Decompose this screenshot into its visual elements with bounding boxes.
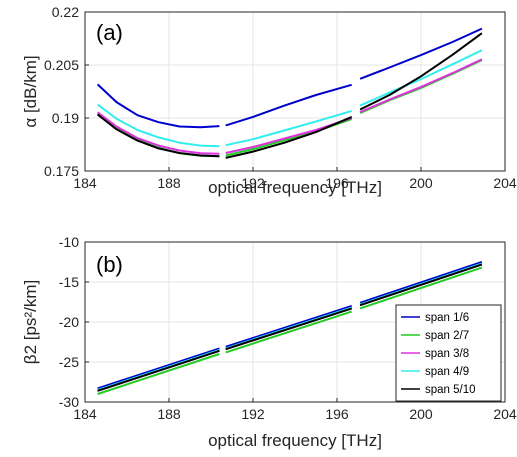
legend-entry: span 5/10 — [425, 384, 476, 396]
legend-entry: span 1/6 — [425, 312, 469, 324]
series-line-segment — [359, 266, 483, 310]
axes-box — [84, 241, 506, 403]
x-tick-label: 196 — [325, 175, 349, 191]
x-tick-label: 204 — [493, 175, 517, 191]
y-tick-label: -20 — [59, 314, 79, 330]
series-line-segment — [225, 310, 353, 354]
y-tick-label: 0.19 — [52, 110, 79, 126]
series-span-2-7 — [97, 266, 483, 395]
series-line-segment — [225, 109, 352, 147]
x-tick-label: 184 — [73, 175, 97, 191]
y-tick-label: -30 — [59, 394, 79, 410]
series-span-1-6 — [97, 261, 483, 390]
y-tick-label: -15 — [59, 274, 79, 290]
x-axis-label: optical frequency [THz] — [208, 431, 382, 450]
x-tick-label: 192 — [241, 406, 265, 422]
x-tick-label: 200 — [409, 406, 433, 422]
x-tick-label: 204 — [493, 406, 517, 422]
legend-entry: span 4/9 — [425, 366, 469, 378]
series-line-segment — [359, 263, 483, 307]
series-line-segment — [359, 32, 483, 111]
series-line-segment — [225, 307, 353, 351]
x-tick-label: 184 — [73, 406, 97, 422]
series-span-5-10 — [96, 32, 483, 159]
series-line-segment — [225, 305, 353, 348]
plot-area — [85, 12, 505, 171]
y-tick-label: 0.205 — [44, 57, 79, 73]
series-line-segment — [359, 27, 483, 80]
legend-entry: span 3/8 — [425, 348, 469, 360]
series-line-segment — [359, 49, 483, 107]
legend-entry: span 2/7 — [425, 330, 469, 342]
series-line-segment — [97, 353, 220, 395]
x-tick-label: 188 — [157, 175, 181, 191]
series-span-5-10 — [97, 263, 483, 392]
panel-b: 184 188 192 196 200 204 -10 -15 -20 -25 -30 (b) opti… — [21, 234, 517, 450]
y-tick-label: -10 — [59, 234, 79, 250]
series-line-segment — [96, 113, 220, 158]
y-tick-label: -25 — [59, 354, 79, 370]
x-tick-label: 188 — [157, 406, 181, 422]
series-span-4-9 — [97, 49, 483, 148]
series-span-1-6 — [96, 27, 483, 129]
series-line-segment — [359, 58, 483, 113]
x-tick-label: 192 — [241, 175, 265, 191]
series-line-segment — [97, 103, 220, 148]
series-line-segment — [225, 115, 353, 159]
y-tick-label: 0.22 — [52, 4, 79, 20]
panel-a: 184 188 192 196 200 204 0.175 0.19 0.205 0.22 (a) o… — [21, 4, 517, 197]
series-line-segment — [359, 261, 483, 304]
series-line-segment — [97, 347, 220, 390]
x-axis-label: optical frequency [THz] — [208, 178, 382, 197]
x-tick-label: 200 — [409, 175, 433, 191]
series-line-segment — [96, 111, 220, 155]
axes-box — [84, 11, 506, 172]
series-line-segment — [225, 83, 352, 127]
panel-label: (a) — [96, 20, 123, 45]
series-line-segment — [96, 83, 220, 129]
y-tick-label: 0.175 — [44, 163, 79, 179]
y-axis-label: α [dB/km] — [21, 55, 40, 127]
panel-label: (b) — [96, 252, 123, 277]
x-tick-label: 196 — [325, 406, 349, 422]
legend: span 1/6 span 2/7 span 3/8 span 4/9 span 5/1… — [395, 304, 502, 402]
series-line-segment — [97, 349, 220, 392]
y-axis-label: β2 [ps²/km] — [21, 280, 40, 364]
